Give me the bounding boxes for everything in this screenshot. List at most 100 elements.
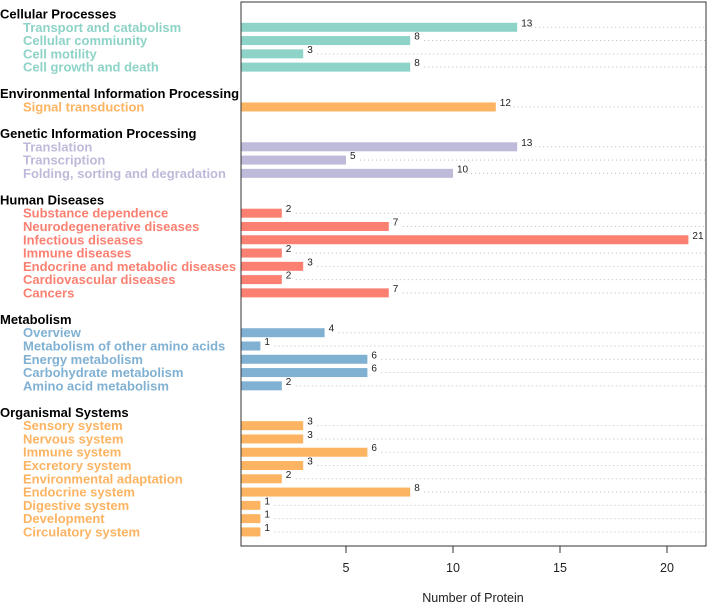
bar [241, 514, 261, 524]
category-label: Endocrine system [23, 485, 135, 500]
category-label: Transport and catabolism [23, 20, 181, 35]
category-label: Sensory system [23, 418, 123, 433]
value-label: 4 [329, 324, 335, 335]
value-label: 21 [692, 231, 704, 242]
bars: 13 8 3 8 12 13 5 10 2 7 21 2 3 2 7 4 1 6 6 2 3 3 6 3 2 8 1 1 1 [241, 18, 706, 537]
value-label: 10 [457, 164, 469, 175]
group-header: Genetic Information Processing [0, 126, 197, 141]
bar [241, 474, 282, 484]
category-label: Digestive system [23, 498, 129, 513]
bar [241, 328, 325, 338]
group-header: Environmental Information Processing [0, 86, 239, 101]
bar [241, 155, 346, 165]
category-label: Overview [23, 325, 82, 340]
x-tick-label: 10 [446, 561, 460, 575]
x-axis-label: Number of Protein [422, 591, 523, 605]
group-header: Metabolism [0, 312, 72, 327]
bar [241, 221, 389, 231]
bar [241, 275, 282, 285]
value-label: 6 [371, 364, 377, 375]
category-label: Infectious diseases [23, 232, 143, 247]
bar [241, 142, 518, 152]
bar [241, 341, 261, 351]
group-header: Human Diseases [0, 192, 104, 207]
category-label: Circulatory system [23, 524, 140, 539]
category-label: Cellular commiunity [23, 33, 148, 48]
value-label: 12 [500, 98, 512, 109]
value-label: 3 [307, 417, 313, 428]
value-label: 2 [286, 470, 292, 481]
category-label: Cell motility [23, 46, 97, 61]
x-tick-label: 5 [343, 561, 350, 575]
bar [241, 500, 261, 510]
bar [241, 381, 282, 391]
category-label: Endocrine and metabolic diseases [23, 259, 236, 274]
plot-frame [240, 1, 707, 547]
value-label: 1 [264, 496, 270, 507]
value-label: 3 [307, 430, 313, 441]
category-label: Development [23, 511, 105, 526]
bar [241, 102, 496, 112]
value-label: 3 [307, 45, 313, 56]
category-label: Substance dependence [23, 206, 168, 221]
x-tick-label: 20 [660, 561, 674, 575]
value-label: 2 [286, 204, 292, 215]
group-header: Organismal Systems [0, 405, 129, 420]
category-label: Cell growth and death [23, 60, 159, 75]
group-header: Cellular Processes [0, 7, 116, 22]
bar [241, 461, 304, 471]
bar [241, 421, 304, 431]
bar [241, 288, 389, 298]
bar [241, 487, 411, 497]
category-label: Folding, sorting and degradation [23, 166, 226, 181]
category-label: Translation [23, 139, 92, 154]
value-label: 8 [414, 32, 420, 43]
bar [241, 36, 411, 46]
bar [241, 354, 368, 364]
value-label: 8 [414, 58, 420, 69]
bar [241, 434, 304, 444]
category-label: Cardiovascular diseases [23, 272, 175, 287]
value-label: 8 [414, 483, 420, 494]
bar [241, 368, 368, 378]
category-label: Transcription [23, 153, 105, 168]
category-label: Signal transduction [23, 99, 144, 114]
x-tick-label: 15 [553, 561, 567, 575]
value-label: 2 [286, 244, 292, 255]
value-label: 13 [521, 138, 533, 149]
value-label: 13 [521, 18, 533, 29]
value-label: 3 [307, 457, 313, 468]
value-label: 1 [264, 337, 270, 348]
bar [241, 447, 368, 457]
value-label: 2 [286, 271, 292, 282]
category-label: Immune system [23, 445, 121, 460]
category-label: Cancers [23, 285, 74, 300]
x-axis: 5 10 15 20 [343, 546, 674, 575]
category-label: Energy metabolism [23, 352, 143, 367]
category-label: Carbohydrate metabolism [23, 365, 183, 380]
bar [241, 527, 261, 537]
category-label: Metabolism of other amino acids [23, 339, 225, 354]
bar [241, 168, 453, 178]
category-label: Amino acid metabolism [23, 378, 169, 393]
value-label: 3 [307, 257, 313, 268]
category-label: Neurodegenerative diseases [23, 219, 199, 234]
bar [241, 49, 304, 59]
bar [241, 248, 282, 258]
bar [241, 208, 282, 218]
category-label: Nervous system [23, 431, 123, 446]
value-label: 7 [393, 217, 399, 228]
value-label: 6 [371, 443, 377, 454]
bar [241, 22, 518, 32]
category-label: Immune diseases [23, 246, 131, 261]
category-label: Excretory system [23, 458, 131, 473]
value-label: 7 [393, 284, 399, 295]
value-label: 1 [264, 523, 270, 534]
value-label: 6 [371, 350, 377, 361]
bar [241, 235, 689, 245]
value-label: 2 [286, 377, 292, 388]
category-label: Environmental adaptation [23, 471, 183, 486]
value-label: 1 [264, 510, 270, 521]
bar [241, 261, 304, 271]
